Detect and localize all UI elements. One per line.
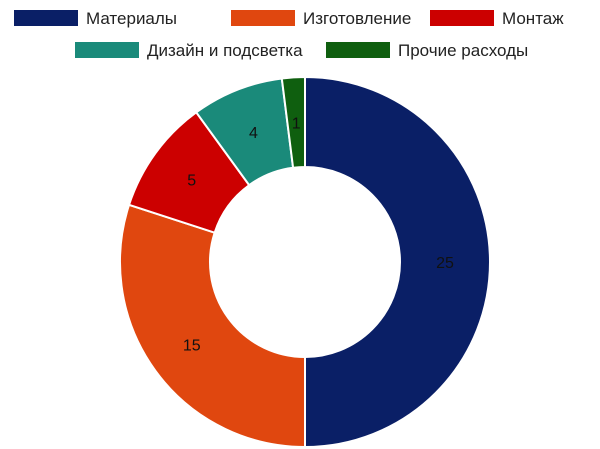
legend-swatch-3 — [430, 10, 494, 26]
legend-label-5: Прочие расходы — [398, 41, 528, 60]
slice-value-label-2: 15 — [183, 337, 201, 354]
legend-label-2: Изготовление — [303, 9, 411, 28]
slice-1 — [304, 75, 491, 449]
slice-labels: 25 15 5 4 1 — [183, 115, 454, 354]
slice-value-label-3: 5 — [187, 173, 196, 190]
legend-swatch-1 — [14, 10, 78, 26]
legend-swatch-4 — [75, 42, 139, 58]
slice-value-label-1: 25 — [436, 255, 454, 272]
legend-label-1: Материалы — [86, 9, 177, 28]
legend-swatch-2 — [231, 10, 295, 26]
legend-swatch-5 — [326, 42, 390, 58]
donut-slices — [119, 75, 491, 449]
legend-label-4: Дизайн и подсветка — [147, 41, 303, 60]
legend-label-3: Монтаж — [502, 9, 564, 28]
legend: Материалы Изготовление Монтаж Дизайн и подс… — [14, 9, 564, 60]
slice-5 — [280, 75, 306, 169]
slice-value-label-5: 1 — [292, 115, 301, 132]
slice-2 — [119, 203, 306, 449]
slice-value-label-4: 4 — [249, 125, 258, 142]
